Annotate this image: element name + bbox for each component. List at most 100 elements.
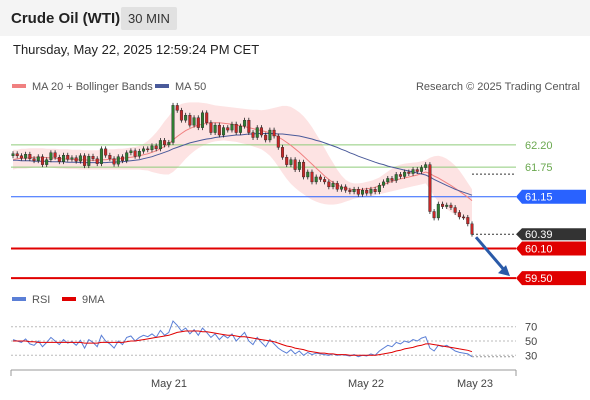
candle bbox=[36, 154, 40, 164]
header-bar bbox=[0, 0, 590, 36]
candle bbox=[331, 180, 335, 190]
candle-body bbox=[306, 171, 310, 178]
candle-body bbox=[382, 181, 386, 186]
candle bbox=[255, 125, 259, 140]
candle bbox=[158, 137, 162, 152]
candle bbox=[222, 125, 226, 138]
candle-body bbox=[394, 174, 398, 181]
candle bbox=[365, 187, 369, 196]
candle bbox=[28, 151, 32, 162]
candle bbox=[15, 151, 19, 159]
candle-body bbox=[188, 115, 192, 126]
candle-body bbox=[184, 115, 188, 121]
legend-label-bollinger: MA 20 + Bollinger Bands bbox=[32, 81, 153, 93]
candle-body bbox=[272, 129, 276, 137]
arrow-shaft bbox=[474, 236, 508, 274]
candle-body bbox=[222, 127, 226, 136]
candle bbox=[369, 186, 373, 196]
candle bbox=[19, 153, 23, 161]
candle bbox=[40, 154, 44, 168]
bollinger-band-fill bbox=[13, 102, 472, 222]
candle bbox=[293, 157, 297, 173]
candle bbox=[99, 146, 103, 167]
level-badge-59.50 bbox=[516, 271, 586, 286]
candle bbox=[411, 167, 415, 176]
candle-body bbox=[462, 216, 466, 219]
candle-body bbox=[66, 155, 70, 160]
candle-body bbox=[234, 123, 238, 133]
candle bbox=[49, 150, 53, 163]
candle-body bbox=[264, 134, 268, 141]
candle bbox=[57, 154, 61, 165]
candle-body bbox=[108, 155, 112, 159]
candle-body bbox=[424, 164, 428, 168]
level-label-60.10: 60.10 bbox=[525, 244, 553, 256]
candle-body bbox=[407, 171, 411, 174]
candle-body bbox=[217, 124, 221, 136]
rsi-tick-70: 70 bbox=[525, 322, 537, 334]
candle-body bbox=[453, 207, 457, 213]
candle bbox=[91, 153, 95, 162]
candle bbox=[382, 179, 386, 188]
candle-body bbox=[398, 174, 402, 177]
candle bbox=[120, 154, 124, 164]
candle bbox=[449, 202, 453, 211]
candle-body bbox=[323, 179, 327, 183]
legend-label-rsi: RSI bbox=[32, 294, 50, 306]
candle-body bbox=[70, 157, 74, 160]
price-panel: 62.20 61.75 61.15 60.39 60.10 59.50 bbox=[11, 102, 586, 286]
candle-body bbox=[116, 156, 120, 165]
candle bbox=[112, 156, 116, 167]
candle bbox=[285, 154, 289, 168]
candle-body bbox=[365, 190, 369, 194]
candle bbox=[83, 153, 87, 169]
candle-body bbox=[200, 112, 204, 128]
candle bbox=[436, 201, 440, 221]
candle bbox=[230, 121, 234, 133]
candle bbox=[179, 107, 183, 123]
legend-swatch-rsi bbox=[12, 297, 26, 301]
candle-body bbox=[104, 148, 108, 156]
candle-body bbox=[243, 120, 247, 127]
candle bbox=[310, 169, 314, 185]
candle-body bbox=[11, 153, 15, 156]
candles bbox=[11, 102, 474, 237]
candle bbox=[339, 184, 343, 192]
level-label-59.50: 59.50 bbox=[525, 273, 553, 285]
candle-body bbox=[356, 189, 360, 195]
candle-body bbox=[293, 159, 297, 170]
candle bbox=[373, 186, 377, 195]
candle bbox=[398, 172, 402, 179]
candle-body bbox=[369, 189, 373, 194]
candle-body bbox=[213, 124, 217, 133]
candle bbox=[116, 154, 120, 167]
candle bbox=[192, 115, 196, 128]
candle-body bbox=[87, 156, 91, 166]
candle-body bbox=[441, 203, 445, 207]
candle-body bbox=[276, 135, 280, 148]
candle-body bbox=[62, 155, 66, 162]
candle-body bbox=[40, 156, 44, 165]
candle-body bbox=[470, 223, 474, 235]
candle-body bbox=[112, 158, 116, 165]
candle-body bbox=[91, 156, 95, 159]
forecast-arrow bbox=[474, 236, 510, 277]
level-label-61.15: 61.15 bbox=[525, 192, 553, 204]
candle-body bbox=[49, 152, 53, 160]
candle-body bbox=[226, 127, 230, 131]
candle bbox=[163, 137, 167, 148]
candle bbox=[251, 130, 255, 140]
candle-body bbox=[154, 145, 158, 150]
candle-body bbox=[255, 127, 259, 138]
level-label-62.20: 62.20 bbox=[525, 140, 553, 152]
candle-body bbox=[432, 211, 436, 219]
candle-body bbox=[386, 178, 390, 183]
time-tick-may23: May 23 bbox=[457, 378, 493, 390]
level-lines bbox=[11, 144, 516, 280]
candle bbox=[196, 115, 200, 131]
candle-body bbox=[268, 129, 272, 141]
candle-body bbox=[209, 122, 213, 133]
candle-body bbox=[171, 105, 175, 143]
rsi-tick-30: 30 bbox=[525, 350, 537, 362]
interval-badge[interactable]: 30 MIN bbox=[121, 7, 177, 30]
